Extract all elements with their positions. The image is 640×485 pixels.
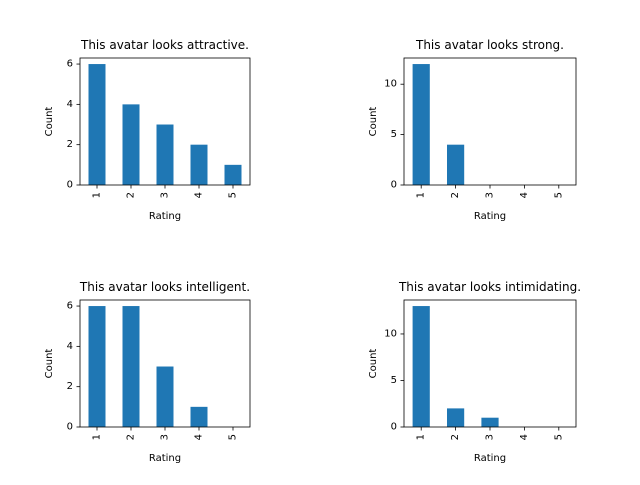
x-tick-label: 5 <box>553 192 564 198</box>
subplot-3: 1 2 3 4 5 0 2 4 6 This avatar looks intelligent. R… <box>44 280 251 464</box>
x-tick-label: 3 <box>160 192 171 198</box>
subplot-title: This avatar looks intelligent. <box>79 280 250 294</box>
x-axis-label: Rating <box>149 211 181 222</box>
bar <box>447 408 465 427</box>
bar <box>156 124 174 185</box>
y-tick-label: 5 <box>391 375 397 386</box>
x-tick-label: 5 <box>553 434 564 440</box>
x-tick-label: 1 <box>92 192 103 198</box>
subplot-2: 1 2 3 4 5 0 5 10 This avatar looks strong. Rating… <box>368 38 577 222</box>
x-tick-label: 5 <box>228 434 239 440</box>
y-tick-label: 6 <box>67 59 73 70</box>
x-tick-label: 4 <box>194 434 205 440</box>
y-tick-label: 4 <box>67 341 73 352</box>
y-axis-label: Count <box>44 107 55 137</box>
y-tick-label: 0 <box>67 422 73 433</box>
y-tick-label: 10 <box>384 328 397 339</box>
y-tick-label: 0 <box>391 422 397 433</box>
subplot-1: 1 2 3 4 5 0 2 4 6 This avatar looks attractive. Ra… <box>44 38 251 222</box>
x-tick-label: 3 <box>160 434 171 440</box>
x-tick-label: 2 <box>126 434 137 440</box>
bar <box>122 306 140 427</box>
y-tick-label: 2 <box>67 381 73 392</box>
y-tick-label: 0 <box>391 180 397 191</box>
bar <box>447 144 465 185</box>
y-axis-label: Count <box>44 349 55 379</box>
y-axis-label: Count <box>368 107 379 137</box>
x-tick-label: 3 <box>485 434 496 440</box>
subplot-4: 1 2 3 4 5 0 5 10 This avatar looks intimidating.… <box>368 280 581 464</box>
bar <box>481 417 499 427</box>
bar <box>156 366 174 427</box>
subplot-title: This avatar looks intimidating. <box>398 280 581 294</box>
y-tick-label: 2 <box>67 139 73 150</box>
bar <box>88 64 106 185</box>
bar <box>88 306 106 427</box>
y-tick-label: 4 <box>67 99 73 110</box>
x-axis-label: Rating <box>474 453 506 464</box>
subplot-title: This avatar looks strong. <box>415 38 564 52</box>
y-tick-label: 6 <box>67 301 73 312</box>
y-tick-label: 0 <box>67 180 73 191</box>
bar <box>412 306 430 427</box>
x-tick-label: 1 <box>416 434 427 440</box>
x-axis-label: Rating <box>149 453 181 464</box>
bar <box>190 406 208 427</box>
x-tick-label: 2 <box>126 192 137 198</box>
x-tick-label: 5 <box>228 192 239 198</box>
y-tick-label: 10 <box>384 79 397 90</box>
bar <box>190 144 208 185</box>
subplot-title: This avatar looks attractive. <box>80 38 249 52</box>
bar <box>412 64 430 185</box>
x-tick-label: 4 <box>194 192 205 198</box>
x-tick-label: 2 <box>450 434 461 440</box>
x-tick-label: 1 <box>92 434 103 440</box>
x-axis-label: Rating <box>474 211 506 222</box>
bar <box>122 104 140 185</box>
bar <box>224 164 242 185</box>
x-tick-label: 2 <box>450 192 461 198</box>
x-tick-label: 4 <box>519 192 530 198</box>
x-tick-label: 3 <box>485 192 496 198</box>
x-tick-label: 1 <box>416 192 427 198</box>
y-tick-label: 5 <box>391 129 397 140</box>
x-tick-label: 4 <box>519 434 530 440</box>
y-axis-label: Count <box>368 349 379 379</box>
